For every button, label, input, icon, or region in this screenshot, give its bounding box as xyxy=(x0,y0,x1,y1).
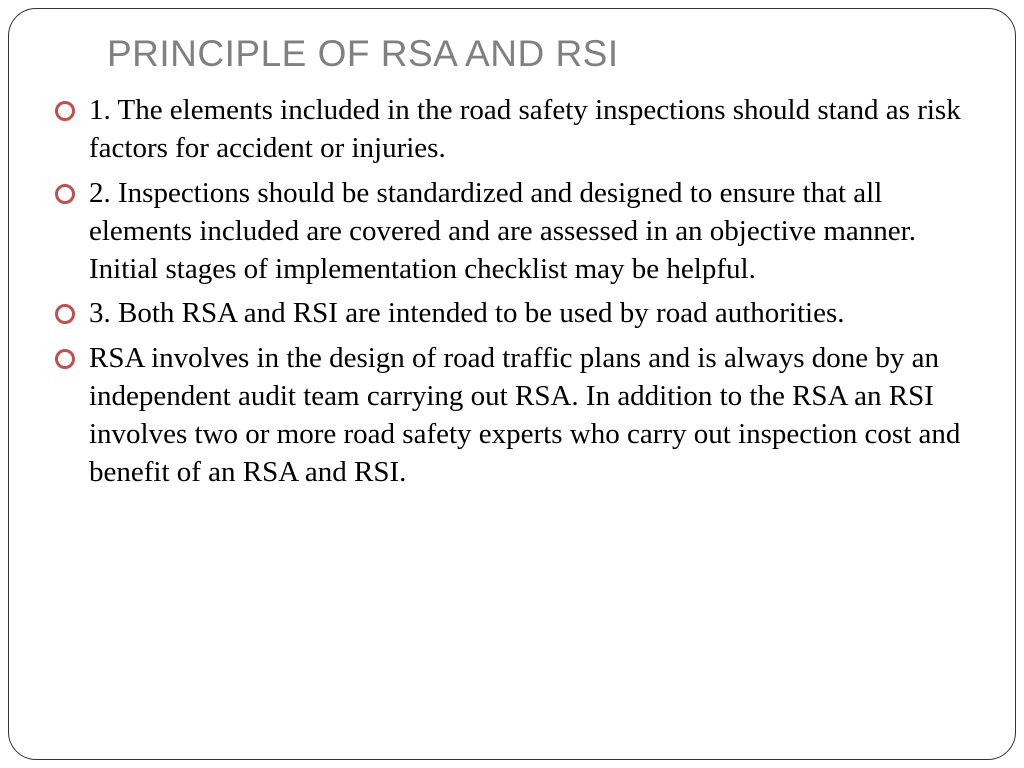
slide-title: PRINCIPLE OF RSA AND RSI xyxy=(107,33,975,75)
list-item: 2. Inspections should be standardized an… xyxy=(49,174,975,289)
list-item: 3. Both RSA and RSI are intended to be u… xyxy=(49,294,975,332)
bullet-list: 1. The elements included in the road saf… xyxy=(49,91,975,492)
list-item: 1. The elements included in the road saf… xyxy=(49,91,975,168)
list-item: RSA involves in the design of road traff… xyxy=(49,339,975,492)
slide-frame: PRINCIPLE OF RSA AND RSI 1. The elements… xyxy=(8,8,1016,760)
